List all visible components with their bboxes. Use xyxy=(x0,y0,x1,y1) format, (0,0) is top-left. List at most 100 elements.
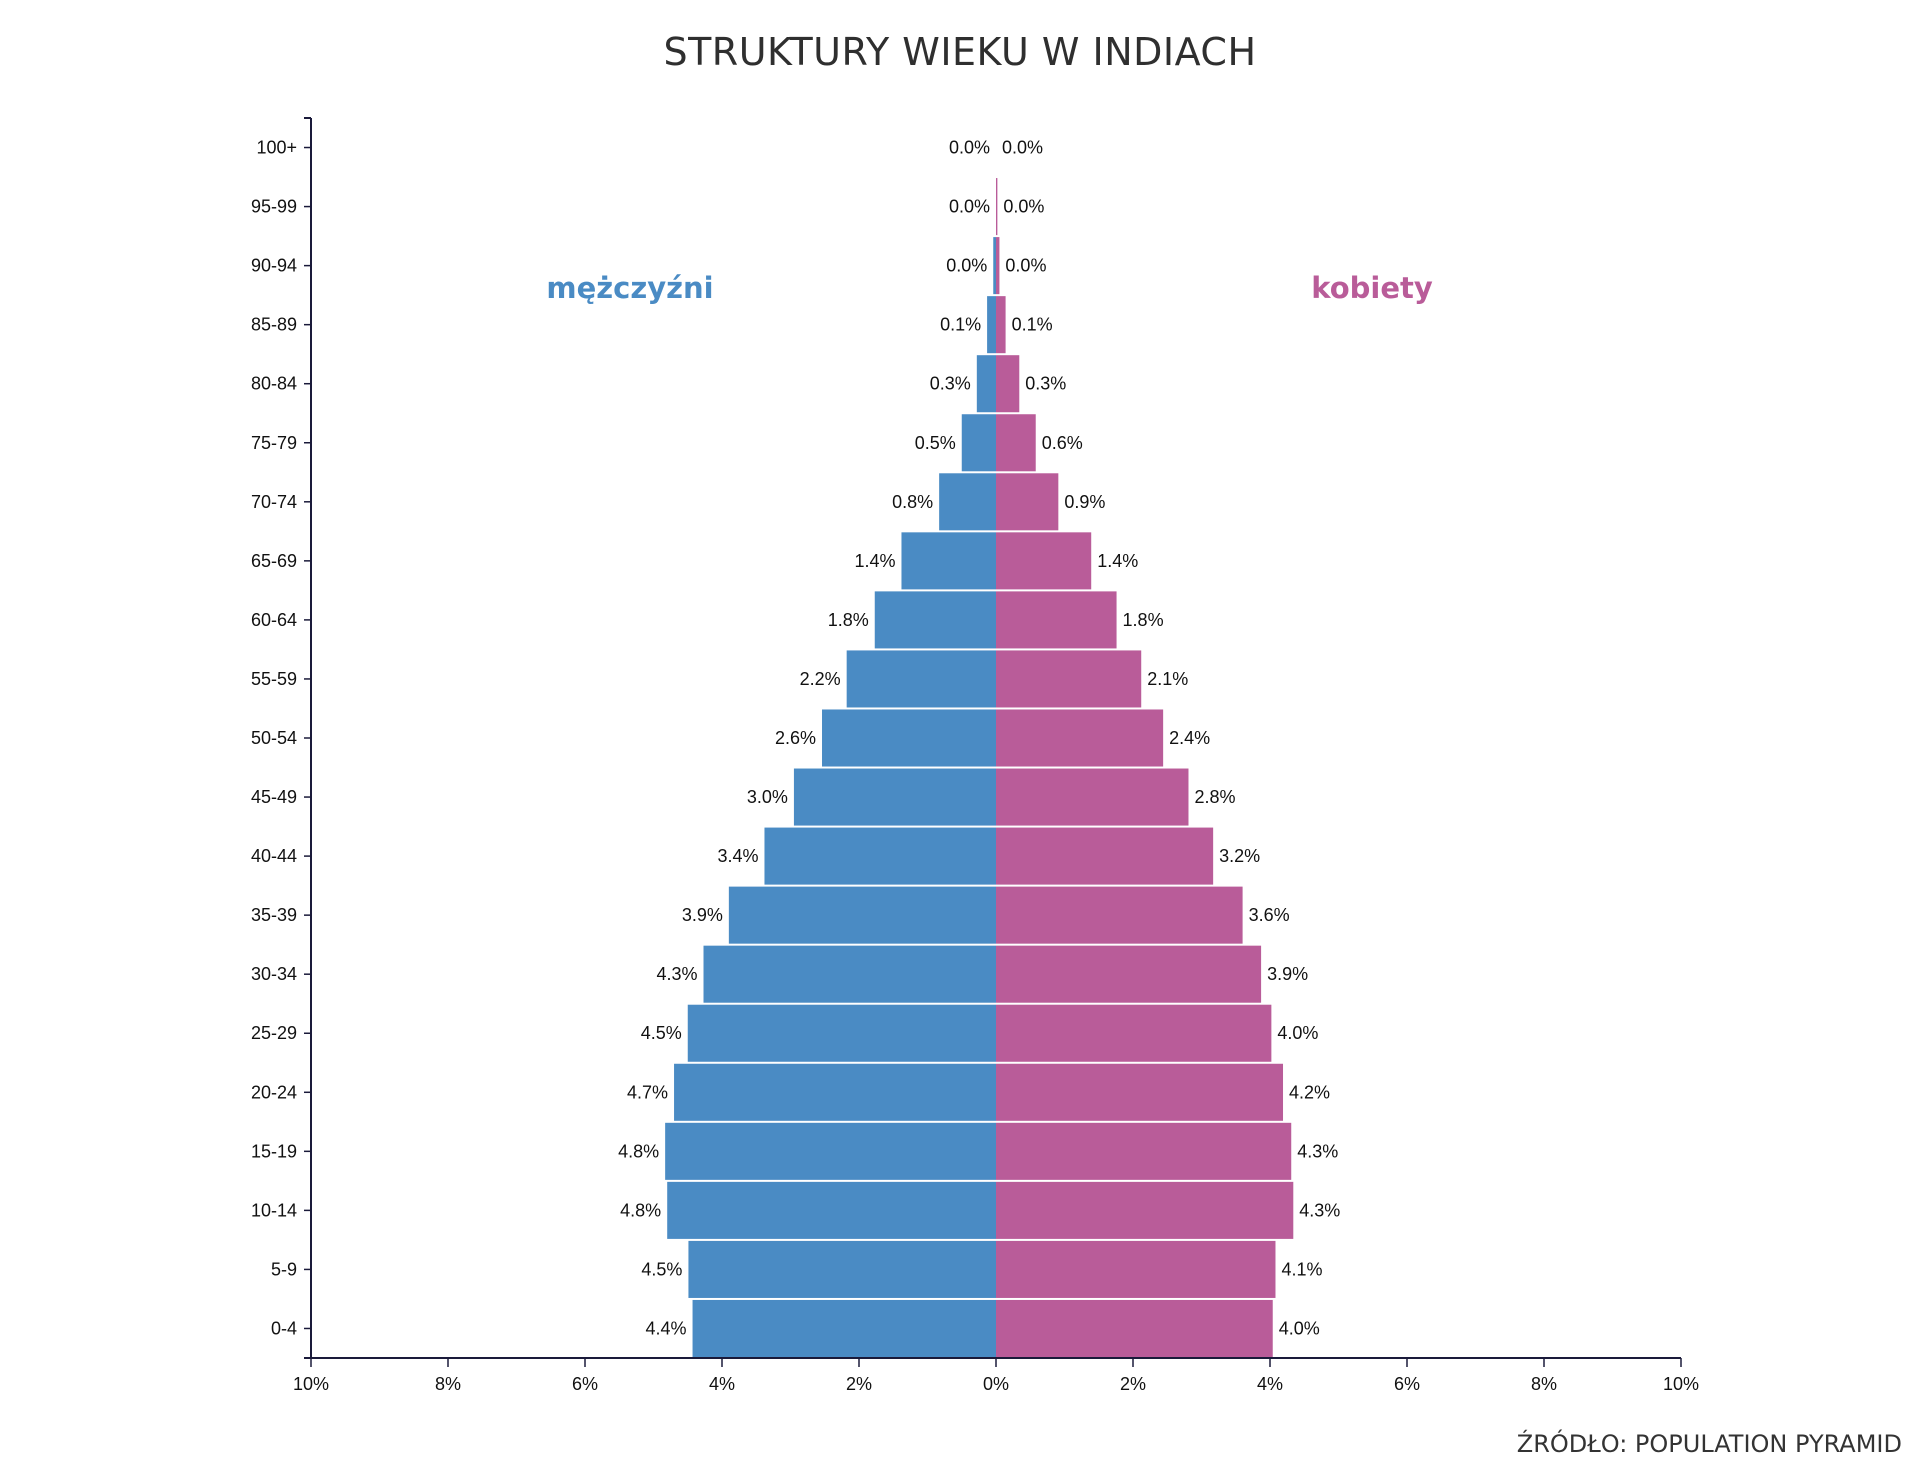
bar-female-70-74 xyxy=(996,473,1059,531)
age-label-0-4: 0-4 xyxy=(271,1318,297,1338)
bar-female-15-19 xyxy=(996,1122,1292,1180)
value-label-male-50-54: 2.6% xyxy=(775,728,816,748)
bar-male-20-24 xyxy=(674,1063,996,1121)
legend-female-label: kobiety xyxy=(1311,271,1433,305)
bar-female-55-59 xyxy=(996,650,1142,708)
axes-group: 100+ 95-99 90-94 85-89 80-84 75-79 70-74 65-69 6… xyxy=(251,117,1699,1394)
age-label-70-74: 70-74 xyxy=(251,492,297,512)
bar-male-50-54 xyxy=(822,709,996,767)
value-label-male-45-49: 3.0% xyxy=(747,787,788,807)
value-label-female-40-44: 3.2% xyxy=(1219,846,1260,866)
value-label-male-35-39: 3.9% xyxy=(682,905,723,925)
value-label-female-35-39: 3.6% xyxy=(1249,905,1290,925)
bar-male-0-4 xyxy=(692,1299,996,1357)
value-label-male-5-9: 4.5% xyxy=(641,1259,682,1279)
value-label-male-55-59: 2.2% xyxy=(800,669,841,689)
value-label-male-10-14: 4.8% xyxy=(620,1200,661,1220)
bar-female-35-39 xyxy=(996,886,1243,944)
value-label-male-15-19: 4.8% xyxy=(618,1141,659,1161)
value-label-female-90-94: 0.0% xyxy=(1005,256,1046,276)
value-label-female-100+: 0.0% xyxy=(1002,138,1043,158)
bar-female-45-49 xyxy=(996,768,1189,826)
bar-female-10-14 xyxy=(996,1181,1294,1239)
bar-male-70-74 xyxy=(939,473,996,531)
bar-female-50-54 xyxy=(996,709,1164,767)
value-label-male-80-84: 0.3% xyxy=(930,374,971,394)
age-label-80-84: 80-84 xyxy=(251,374,297,394)
value-label-female-70-74: 0.9% xyxy=(1064,492,1105,512)
legend-male-label: mężczyźni xyxy=(546,271,713,305)
bar-male-25-29 xyxy=(687,1004,996,1062)
bar-female-80-84 xyxy=(996,355,1020,413)
value-label-female-80-84: 0.3% xyxy=(1025,374,1066,394)
value-label-male-90-94: 0.0% xyxy=(946,256,987,276)
bar-female-0-4 xyxy=(996,1299,1273,1357)
bar-female-95-99 xyxy=(996,178,998,236)
age-label-85-89: 85-89 xyxy=(251,315,297,335)
bar-female-60-64 xyxy=(996,591,1117,649)
age-label-75-79: 75-79 xyxy=(251,433,297,453)
x-tick-label-3: 4% xyxy=(709,1374,735,1394)
bar-male-55-59 xyxy=(846,650,996,708)
age-label-65-69: 65-69 xyxy=(251,551,297,571)
x-tick-label-6: 2% xyxy=(1120,1374,1146,1394)
x-tick-label-1: 8% xyxy=(435,1374,461,1394)
bar-male-60-64 xyxy=(874,591,996,649)
x-tick-label-10: 10% xyxy=(1663,1374,1699,1394)
x-tick-label-8: 6% xyxy=(1394,1374,1420,1394)
value-labels-group: 0.0% 0.0% 0.0% 0.0% 0.0% 0.0% 0.1% 0.1% 0.3% 0.3%… xyxy=(618,138,1340,1339)
value-label-female-95-99: 0.0% xyxy=(1003,197,1044,217)
bar-male-90-94 xyxy=(993,237,996,295)
value-label-female-75-79: 0.6% xyxy=(1042,433,1083,453)
bar-male-30-34 xyxy=(703,945,996,1003)
value-label-male-100+: 0.0% xyxy=(949,138,990,158)
value-label-female-0-4: 4.0% xyxy=(1279,1318,1320,1338)
bar-male-35-39 xyxy=(728,886,996,944)
age-label-30-34: 30-34 xyxy=(251,964,297,984)
x-tick-label-5: 0% xyxy=(983,1374,1009,1394)
age-label-15-19: 15-19 xyxy=(251,1141,297,1161)
bar-female-75-79 xyxy=(996,414,1036,472)
value-label-female-30-34: 3.9% xyxy=(1267,964,1308,984)
value-label-female-20-24: 4.2% xyxy=(1289,1082,1330,1102)
age-label-95-99: 95-99 xyxy=(251,197,297,217)
age-label-60-64: 60-64 xyxy=(251,610,297,630)
age-label-55-59: 55-59 xyxy=(251,669,297,689)
value-label-male-75-79: 0.5% xyxy=(915,433,956,453)
age-label-40-44: 40-44 xyxy=(251,846,297,866)
age-label-20-24: 20-24 xyxy=(251,1082,297,1102)
value-label-female-25-29: 4.0% xyxy=(1277,1023,1318,1043)
source-note: ŹRÓDŁO: POPULATION PYRAMID xyxy=(1516,1430,1902,1458)
bar-female-20-24 xyxy=(996,1063,1284,1121)
x-tick-label-0: 10% xyxy=(293,1374,329,1394)
value-label-female-10-14: 4.3% xyxy=(1299,1200,1340,1220)
bar-female-40-44 xyxy=(996,827,1214,885)
bar-female-65-69 xyxy=(996,532,1092,590)
x-tick-label-9: 8% xyxy=(1531,1374,1557,1394)
value-label-female-85-89: 0.1% xyxy=(1012,315,1053,335)
bar-male-5-9 xyxy=(688,1240,996,1298)
age-label-50-54: 50-54 xyxy=(251,728,297,748)
age-label-45-49: 45-49 xyxy=(251,787,297,807)
bar-male-75-79 xyxy=(961,414,996,472)
bar-male-85-89 xyxy=(987,296,996,354)
bar-male-40-44 xyxy=(764,827,996,885)
value-label-female-55-59: 2.1% xyxy=(1147,669,1188,689)
value-label-male-20-24: 4.7% xyxy=(627,1082,668,1102)
bar-female-25-29 xyxy=(996,1004,1272,1062)
value-label-male-25-29: 4.5% xyxy=(641,1023,682,1043)
bar-female-85-89 xyxy=(996,296,1006,354)
value-label-male-65-69: 1.4% xyxy=(854,551,895,571)
value-label-female-45-49: 2.8% xyxy=(1194,787,1235,807)
value-label-female-15-19: 4.3% xyxy=(1297,1141,1338,1161)
bars-group xyxy=(665,178,1294,1357)
chart-title: STRUKTURY WIEKU W INDIACH xyxy=(663,30,1257,74)
x-tick-label-2: 6% xyxy=(572,1374,598,1394)
age-label-90-94: 90-94 xyxy=(251,256,297,276)
value-label-male-40-44: 3.4% xyxy=(717,846,758,866)
value-label-female-5-9: 4.1% xyxy=(1281,1259,1322,1279)
age-label-5-9: 5-9 xyxy=(271,1259,297,1279)
value-label-male-85-89: 0.1% xyxy=(940,315,981,335)
bar-male-65-69 xyxy=(901,532,996,590)
bar-female-30-34 xyxy=(996,945,1262,1003)
